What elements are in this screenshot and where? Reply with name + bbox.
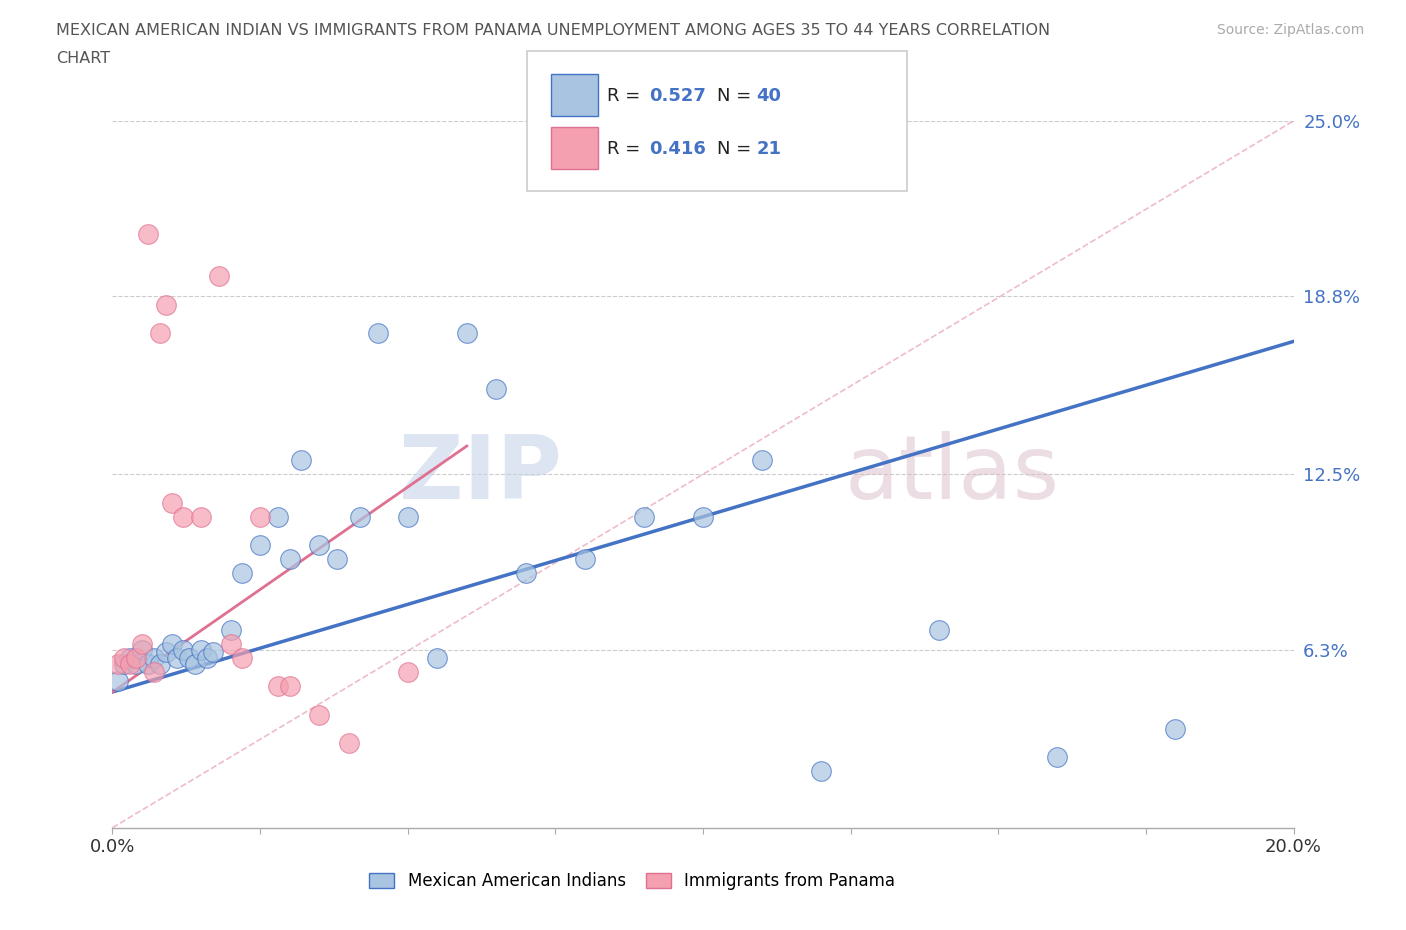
Point [278, 679, 301, 694]
Point [112, 651, 135, 666]
Text: atlas: atlas [845, 431, 1060, 518]
Point [120, 657, 142, 671]
Text: N =: N = [717, 86, 756, 105]
Point [485, 382, 508, 397]
Text: 0.527: 0.527 [650, 86, 706, 105]
Point [349, 510, 371, 525]
Point [278, 551, 301, 566]
Point [142, 651, 165, 666]
Point [160, 636, 183, 651]
Point [633, 510, 655, 525]
Point [190, 510, 212, 525]
Point [574, 551, 596, 566]
Point [231, 565, 253, 580]
Text: N =: N = [717, 140, 756, 158]
Point [367, 326, 389, 340]
Point [172, 642, 194, 657]
Point [267, 510, 290, 525]
Point [515, 565, 537, 580]
Point [190, 642, 212, 657]
Point [201, 645, 224, 660]
Point [456, 326, 478, 340]
Point [267, 679, 290, 694]
Point [337, 736, 360, 751]
Point [1046, 750, 1069, 764]
Point [396, 510, 419, 525]
Text: 40: 40 [756, 86, 782, 105]
Point [172, 510, 194, 525]
Point [219, 636, 242, 651]
Point [326, 551, 349, 566]
Text: 21: 21 [756, 140, 782, 158]
Point [120, 651, 142, 666]
Point [396, 665, 419, 680]
Point [308, 707, 330, 722]
Point [928, 622, 950, 637]
Text: R =: R = [607, 86, 647, 105]
Point [426, 651, 449, 666]
Point [136, 657, 159, 671]
Point [751, 453, 773, 468]
Point [290, 453, 312, 468]
Point [249, 510, 271, 525]
Text: 0.416: 0.416 [650, 140, 706, 158]
Point [208, 269, 231, 284]
Legend: Mexican American Indians, Immigrants from Panama: Mexican American Indians, Immigrants fro… [363, 866, 901, 897]
Point [179, 651, 201, 666]
Point [160, 495, 183, 510]
Point [107, 657, 129, 671]
Point [692, 510, 714, 525]
Point [308, 538, 330, 552]
Text: ZIP: ZIP [398, 431, 561, 518]
Point [231, 651, 253, 666]
Point [810, 764, 832, 778]
Point [249, 538, 271, 552]
Point [155, 298, 177, 312]
Text: Source: ZipAtlas.com: Source: ZipAtlas.com [1216, 23, 1364, 37]
Point [131, 636, 153, 651]
Point [125, 657, 148, 671]
Text: CHART: CHART [56, 51, 110, 66]
Point [195, 651, 218, 666]
Point [219, 622, 242, 637]
Point [125, 651, 148, 666]
Point [1164, 722, 1187, 737]
Point [184, 657, 207, 671]
Point [131, 642, 153, 657]
Point [155, 645, 177, 660]
Text: R =: R = [607, 140, 647, 158]
Point [136, 227, 159, 242]
Point [112, 657, 135, 671]
Point [166, 651, 188, 666]
Text: MEXICAN AMERICAN INDIAN VS IMMIGRANTS FROM PANAMA UNEMPLOYMENT AMONG AGES 35 TO : MEXICAN AMERICAN INDIAN VS IMMIGRANTS FR… [56, 23, 1050, 38]
Point [107, 673, 129, 688]
Point [149, 657, 172, 671]
Point [142, 665, 165, 680]
Point [149, 326, 172, 340]
